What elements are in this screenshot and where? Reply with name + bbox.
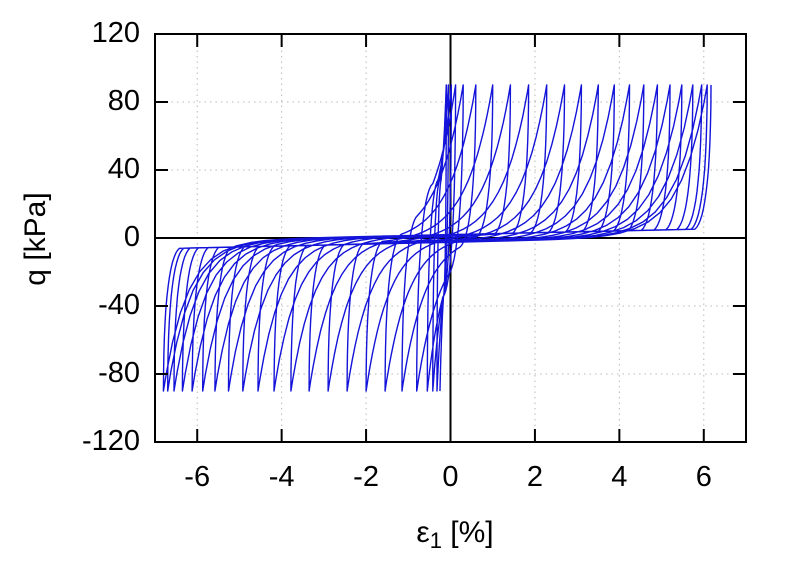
x-axis-subscript: 1 <box>429 528 442 553</box>
y-tick-label: 120 <box>91 17 140 49</box>
x-tick-label: 4 <box>611 461 628 493</box>
y-tick-label: -40 <box>98 289 140 321</box>
x-tick-label: 0 <box>442 461 459 493</box>
x-axis-unit: [%] <box>450 516 494 549</box>
x-tick-label: 2 <box>526 461 543 493</box>
x-tick-label: -4 <box>268 461 295 493</box>
x-tick-label: 6 <box>695 461 712 493</box>
y-tick-label: 80 <box>107 85 140 117</box>
hysteresis-loops-curve <box>162 84 712 392</box>
y-tick-label: 0 <box>123 221 140 253</box>
x-axis-symbol: ε <box>416 516 430 549</box>
x-tick-label: -2 <box>353 461 379 493</box>
y-tick-label: 40 <box>107 153 140 185</box>
x-axis-title: ε1 [%] <box>390 516 520 554</box>
y-tick-label: -80 <box>98 357 140 389</box>
x-tick-label: -6 <box>184 461 211 493</box>
y-tick-label: -120 <box>81 425 140 457</box>
